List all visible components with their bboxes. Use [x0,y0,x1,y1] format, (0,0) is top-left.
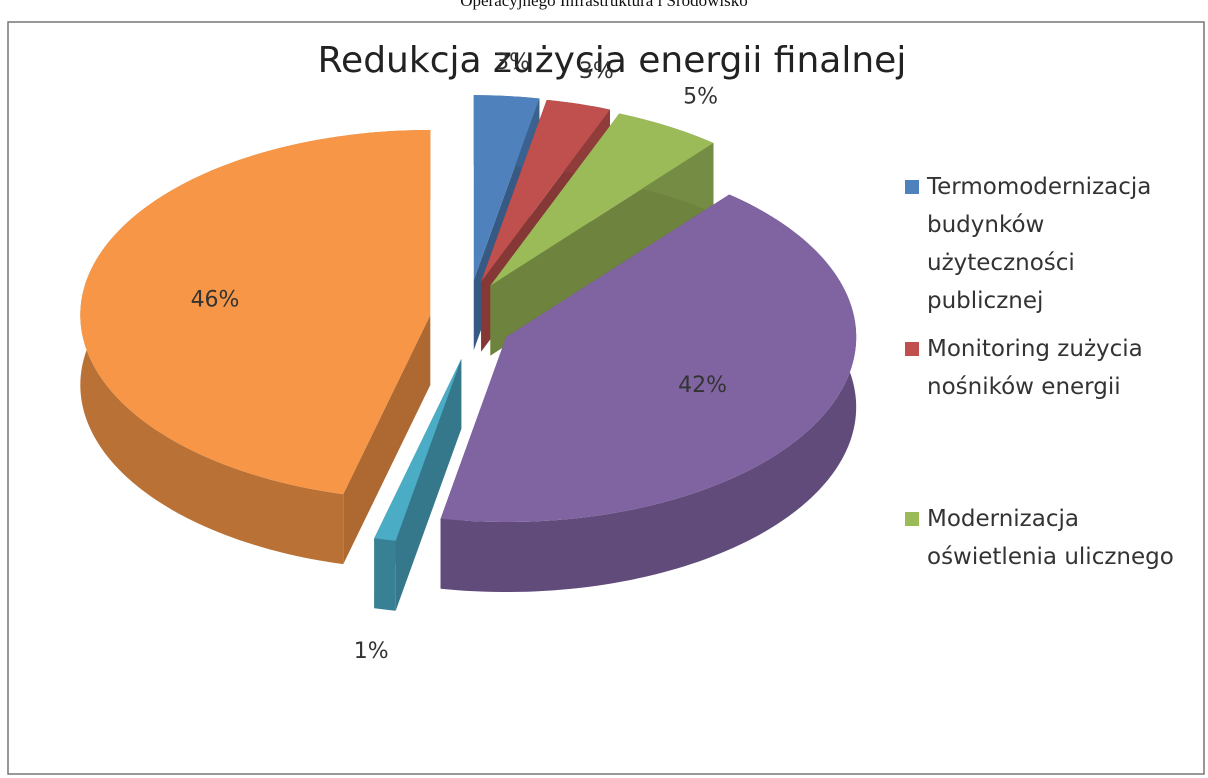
data-label: 46% [191,288,240,313]
slice [473,95,540,281]
data-label: 1% [354,639,389,664]
legend-label: Modernizacja oświetlenia ulicznego [927,506,1174,570]
legend-swatch [905,512,919,526]
slice [80,129,431,495]
slice [481,99,611,282]
slice-depth [440,194,857,593]
slice-depth [374,538,396,611]
slice [374,359,462,541]
slice-depth [490,143,714,356]
page-header: Operacyjnego Infrastruktura i Środowisko [460,0,748,10]
legend-entry: Modernizacja oświetlenia ulicznego [905,500,1205,576]
data-label: 42% [678,373,727,398]
chart-title: Redukcja zużycia energii finalnej [318,40,907,81]
slice [490,113,714,286]
slice-depth [374,359,462,609]
slices [80,95,857,541]
legend-label: Monitoring zużycia nośników energii [927,336,1143,400]
data-label: 5% [683,85,718,110]
labels: 3% 3% 5% 42% 1% 46% [191,50,727,664]
legend-entry: Termomodernizacja budynków użyteczności … [905,168,1205,320]
legend-label: Termomodernizacja budynków użyteczności … [927,174,1152,314]
legend-entry: Monitoring zużycia nośników energii [905,330,1205,406]
data-label: 3% [579,59,614,84]
slice-depth [343,314,431,565]
slice [440,194,857,523]
legend-swatch [905,342,919,356]
data-label: 3% [495,50,530,75]
legend-swatch [905,180,919,194]
